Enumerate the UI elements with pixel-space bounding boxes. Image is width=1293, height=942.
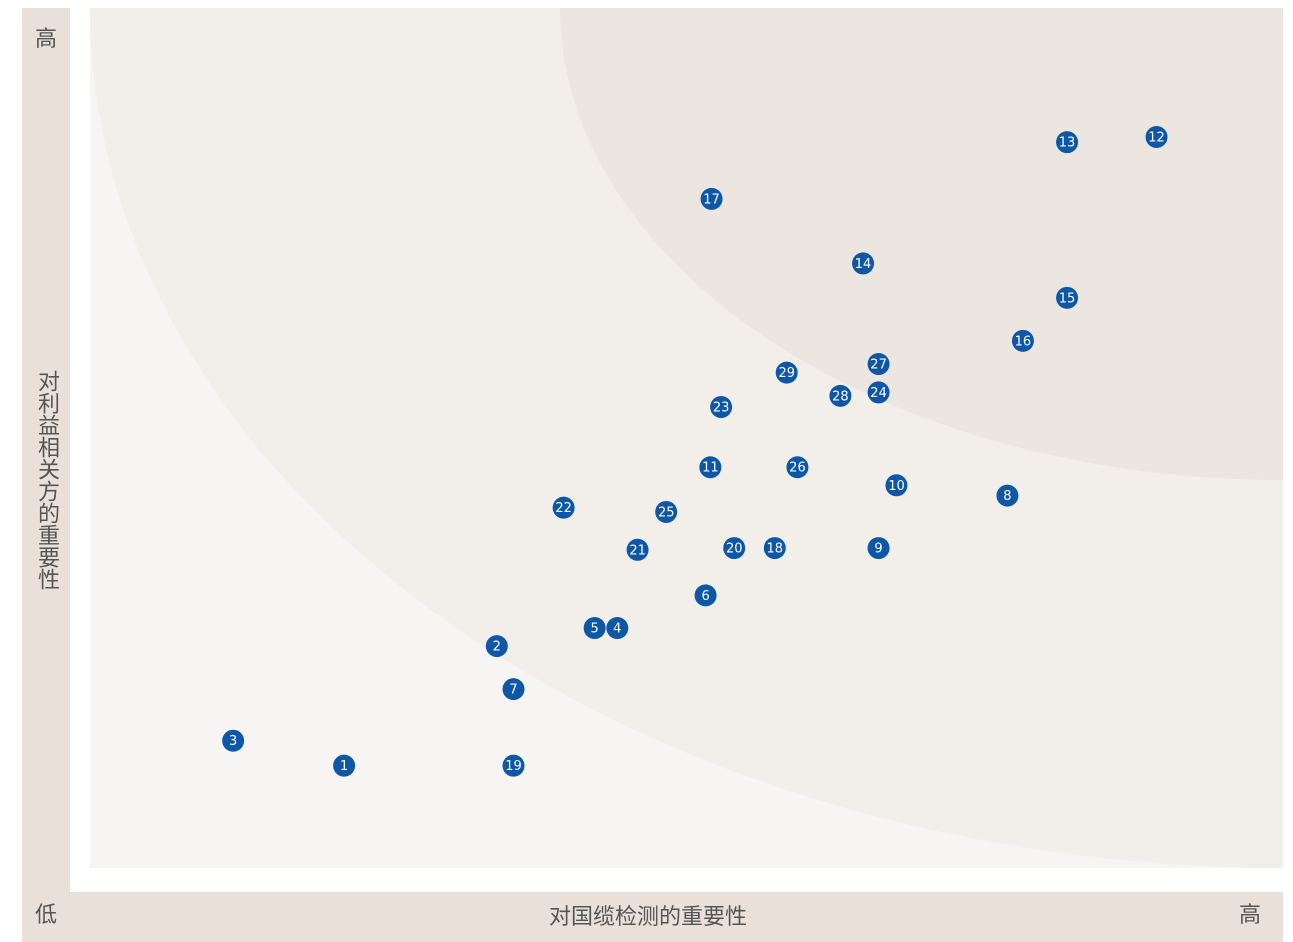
point-label: 29 bbox=[778, 366, 795, 381]
point bbox=[606, 617, 629, 640]
point-label: 5 bbox=[590, 622, 598, 637]
point-label: 28 bbox=[832, 389, 849, 404]
point bbox=[885, 474, 908, 497]
zone-high bbox=[560, 8, 1283, 480]
y-high: 高 bbox=[35, 27, 57, 52]
point-label: 9 bbox=[874, 542, 882, 557]
x-axis-label: 对国缆检测的重要性 bbox=[549, 905, 747, 930]
point-label: 25 bbox=[658, 505, 675, 520]
point bbox=[867, 381, 890, 404]
point bbox=[763, 537, 786, 560]
point-label: 11 bbox=[702, 461, 719, 476]
point bbox=[700, 187, 723, 210]
point bbox=[829, 384, 852, 407]
point bbox=[786, 456, 809, 479]
point-label: 6 bbox=[701, 589, 709, 604]
point bbox=[502, 678, 525, 701]
point bbox=[1145, 126, 1168, 148]
point-label: 24 bbox=[870, 386, 887, 401]
point bbox=[626, 538, 649, 561]
point bbox=[1056, 131, 1079, 154]
point-label: 21 bbox=[629, 543, 646, 558]
point-label: 4 bbox=[613, 622, 621, 637]
point bbox=[502, 754, 525, 777]
point bbox=[694, 584, 717, 607]
point-label: 13 bbox=[1059, 136, 1076, 151]
point-label: 7 bbox=[509, 683, 517, 698]
point-label: 8 bbox=[1003, 489, 1011, 504]
point-label: 3 bbox=[229, 734, 237, 749]
point bbox=[485, 635, 508, 658]
point-label: 18 bbox=[767, 542, 784, 557]
point bbox=[655, 500, 678, 523]
point-label: 23 bbox=[713, 401, 730, 416]
point bbox=[1056, 286, 1079, 309]
point bbox=[222, 729, 245, 752]
x-low: 低 bbox=[35, 903, 57, 928]
point-label: 19 bbox=[505, 759, 522, 774]
point bbox=[996, 484, 1019, 507]
point bbox=[583, 617, 606, 640]
point-label: 17 bbox=[703, 192, 720, 207]
point bbox=[1011, 329, 1034, 352]
point bbox=[710, 396, 733, 419]
x-high: 高 bbox=[1239, 903, 1261, 928]
point-label: 20 bbox=[726, 542, 743, 557]
point bbox=[775, 361, 798, 384]
point-label: 14 bbox=[855, 257, 872, 272]
point bbox=[867, 353, 890, 376]
point-label: 2 bbox=[493, 640, 501, 655]
y-axis-band bbox=[22, 8, 70, 942]
point-label: 15 bbox=[1059, 291, 1076, 306]
point-label: 27 bbox=[870, 358, 887, 373]
point bbox=[852, 252, 875, 275]
point-label: 1 bbox=[340, 759, 348, 774]
point bbox=[699, 456, 722, 479]
point-label: 16 bbox=[1015, 334, 1032, 349]
point-label: 22 bbox=[555, 501, 572, 516]
point bbox=[552, 496, 575, 519]
y-axis-label: 对利益相关方的重要性 bbox=[34, 370, 60, 590]
point-label: 12 bbox=[1148, 131, 1165, 146]
x-axis-band bbox=[22, 892, 1283, 942]
point bbox=[867, 537, 890, 560]
point bbox=[723, 537, 746, 560]
point-label: 26 bbox=[789, 461, 806, 476]
point bbox=[333, 754, 356, 777]
point-label: 10 bbox=[888, 479, 905, 494]
